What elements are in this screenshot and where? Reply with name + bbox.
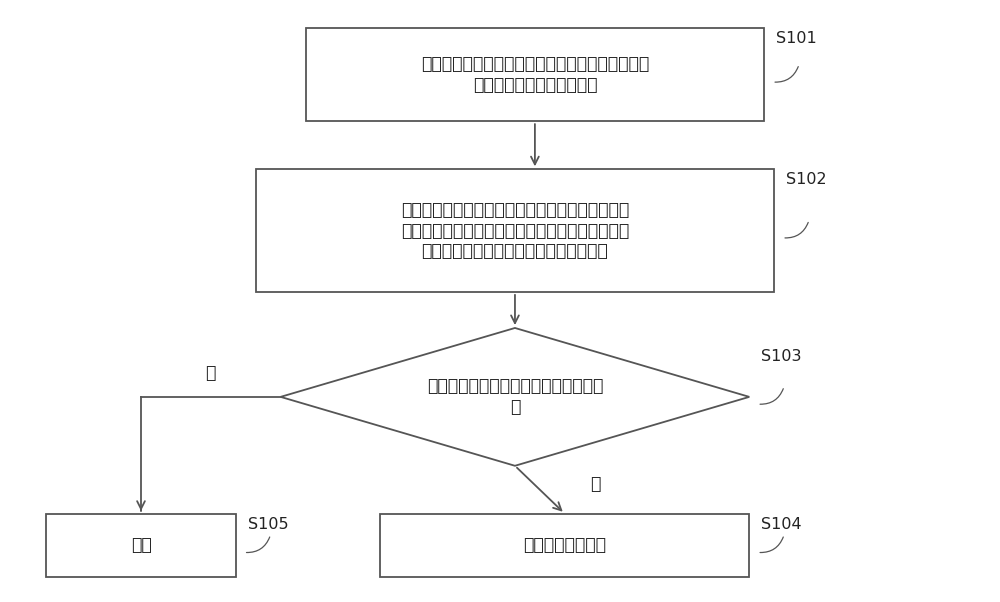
Polygon shape — [281, 328, 749, 466]
Text: S103: S103 — [761, 349, 802, 364]
Text: 是: 是 — [590, 475, 600, 493]
Bar — [256, 169, 774, 292]
Text: S104: S104 — [761, 517, 802, 532]
Bar — [46, 514, 236, 577]
Bar — [306, 28, 764, 121]
Text: 判断被缓存视频帧是否满足预设显示条
件: 判断被缓存视频帧是否满足预设显示条 件 — [427, 377, 603, 416]
Text: 显示被缓存视频帧: 显示被缓存视频帧 — [523, 536, 606, 554]
Text: S102: S102 — [786, 172, 827, 187]
Text: 在接收到网络视频数据时，对网络视频数据进行视
频解码，获得待缓存视频帧: 在接收到网络视频数据时，对网络视频数据进行视 频解码，获得待缓存视频帧 — [421, 55, 649, 94]
Text: S105: S105 — [248, 517, 288, 532]
Text: S101: S101 — [776, 31, 817, 46]
Text: 结束: 结束 — [131, 536, 151, 554]
Text: 将待缓存视频帧缓存到可用图像内存块，并将缓存
到可用图像内存块的待缓存视频帧作为被缓存视频
帧，记录被缓存视频帧的帧数及缓存序号: 将待缓存视频帧缓存到可用图像内存块，并将缓存 到可用图像内存块的待缓存视频帧作为… — [401, 201, 629, 261]
Text: 否: 否 — [206, 364, 216, 382]
Bar — [380, 514, 749, 577]
